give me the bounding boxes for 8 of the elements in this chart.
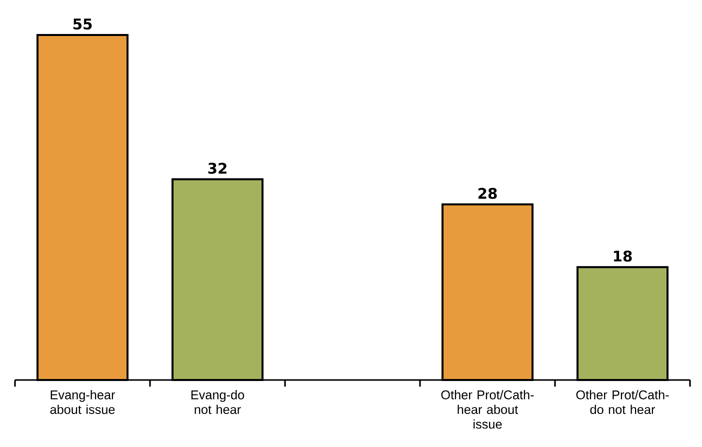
data-label: 28 <box>478 188 497 199</box>
x-tick-label: Evang-do not hear <box>191 390 244 414</box>
x-tick-label: Evang-hear about issue <box>50 390 116 414</box>
data-label: 32 <box>208 162 226 174</box>
data-label: 55 <box>73 18 92 30</box>
data-label: 18 <box>614 250 632 262</box>
x-tick-label: Other Prot/Cath-hear about issue <box>441 390 534 429</box>
x-tick-label: Other Prot/Cath-do not hear <box>576 390 669 414</box>
